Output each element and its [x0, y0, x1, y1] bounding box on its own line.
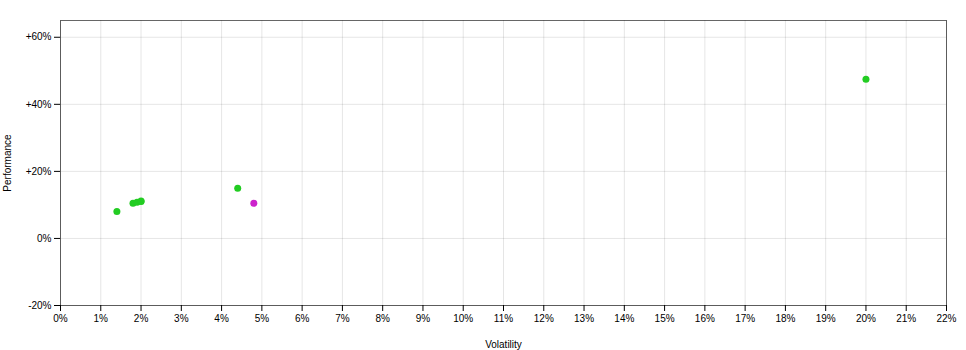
svg-text:5%: 5%: [255, 313, 270, 324]
svg-text:17%: 17%: [735, 313, 755, 324]
svg-text:4%: 4%: [214, 313, 229, 324]
svg-text:Volatility: Volatility: [485, 339, 522, 350]
svg-text:22%: 22%: [936, 313, 956, 324]
svg-text:12%: 12%: [534, 313, 554, 324]
svg-text:10%: 10%: [453, 313, 473, 324]
svg-text:6%: 6%: [295, 313, 310, 324]
svg-text:9%: 9%: [416, 313, 431, 324]
svg-text:1%: 1%: [94, 313, 109, 324]
svg-text:19%: 19%: [816, 313, 836, 324]
svg-text:7%: 7%: [335, 313, 350, 324]
svg-text:18%: 18%: [775, 313, 795, 324]
svg-text:Performance: Performance: [2, 134, 13, 192]
svg-text:13%: 13%: [574, 313, 594, 324]
svg-text:-20%: -20%: [28, 300, 51, 311]
svg-text:11%: 11%: [494, 313, 513, 324]
svg-text:14%: 14%: [614, 313, 634, 324]
svg-text:8%: 8%: [375, 313, 390, 324]
svg-text:+20%: +20%: [26, 166, 52, 177]
svg-text:20%: 20%: [856, 313, 876, 324]
svg-text:+40%: +40%: [26, 99, 52, 110]
svg-text:15%: 15%: [655, 313, 675, 324]
svg-text:+60%: +60%: [26, 31, 52, 42]
svg-text:0%: 0%: [37, 233, 52, 244]
svg-text:16%: 16%: [695, 313, 715, 324]
svg-text:0%: 0%: [53, 313, 68, 324]
svg-text:21%: 21%: [896, 313, 916, 324]
svg-text:3%: 3%: [174, 313, 189, 324]
svg-text:2%: 2%: [134, 313, 149, 324]
